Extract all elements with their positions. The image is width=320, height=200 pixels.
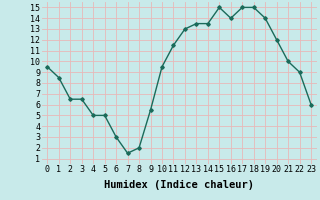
X-axis label: Humidex (Indice chaleur): Humidex (Indice chaleur)	[104, 180, 254, 190]
